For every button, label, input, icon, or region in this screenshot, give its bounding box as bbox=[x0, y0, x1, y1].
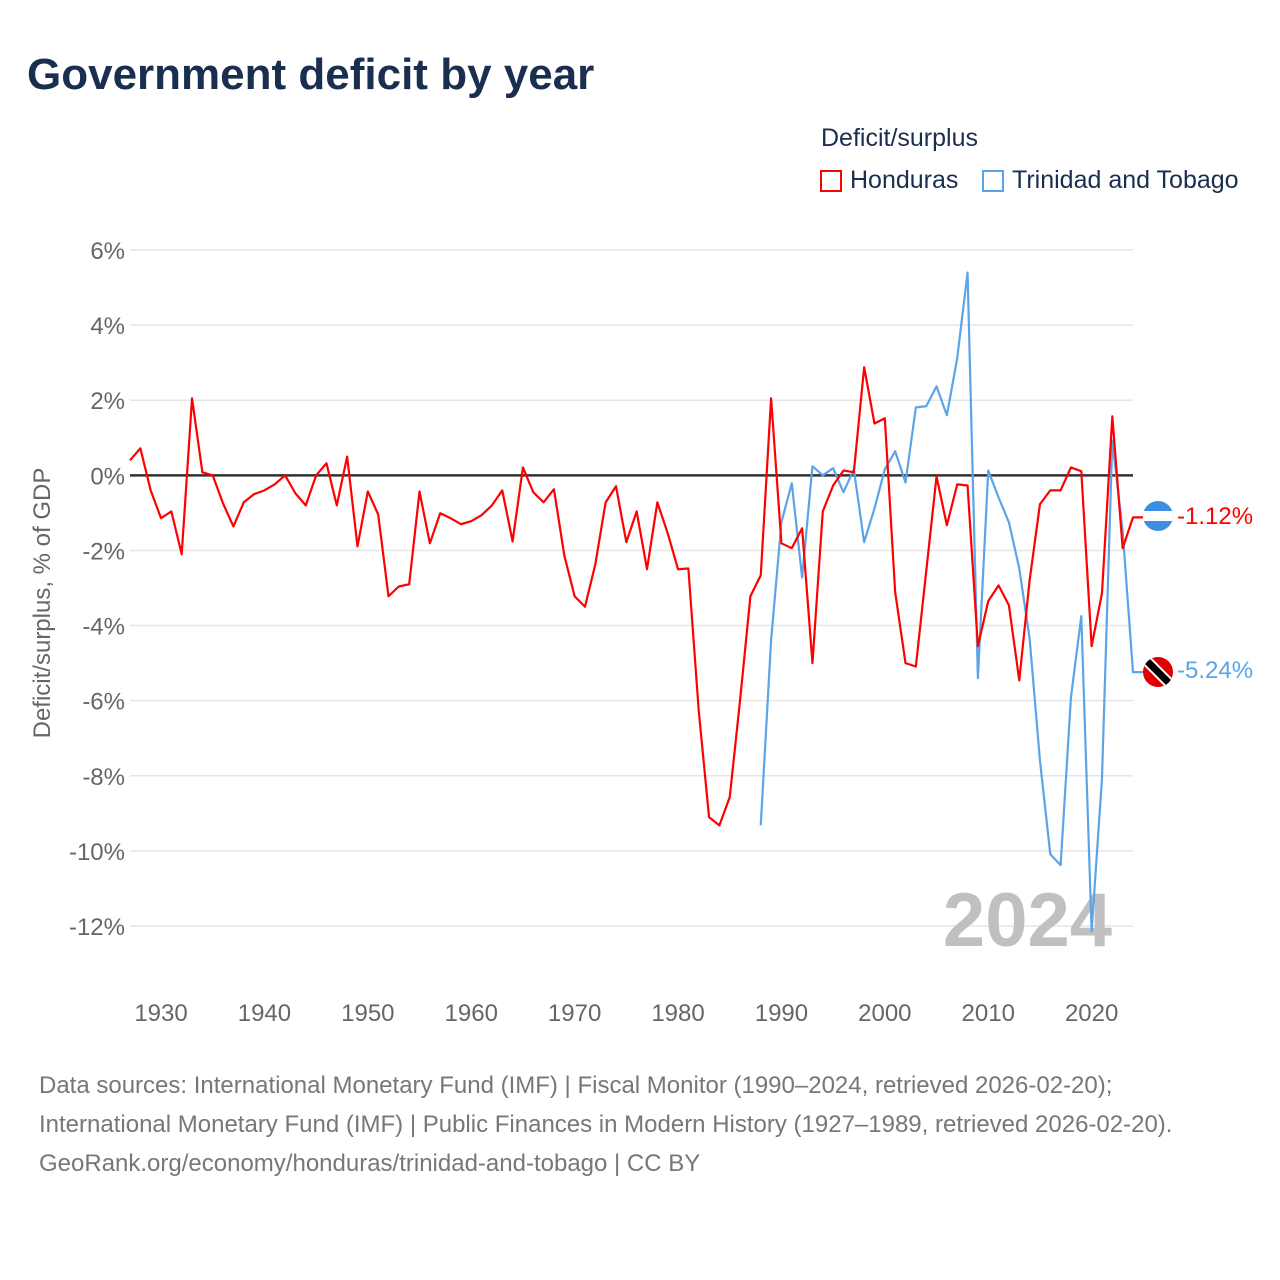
y-axis-label: Deficit/surplus, % of GDP bbox=[29, 468, 56, 739]
end-label-trinidad: -5.24% bbox=[1177, 657, 1253, 684]
x-tick-label: 2010 bbox=[962, 1000, 1015, 1027]
legend-label: Trinidad and Tobago bbox=[1012, 166, 1239, 194]
y-tick-label: -4% bbox=[82, 614, 125, 641]
y-tick-label: 4% bbox=[90, 313, 125, 340]
series-line-honduras bbox=[129, 366, 1143, 827]
x-tick-label: 2020 bbox=[1065, 1000, 1118, 1027]
x-tick-label: 1930 bbox=[134, 1000, 187, 1027]
y-tick-label: -10% bbox=[69, 839, 125, 866]
page-title: Government deficit by year bbox=[27, 50, 595, 99]
y-tick-label: -6% bbox=[82, 689, 125, 716]
x-tick-label: 1940 bbox=[238, 1000, 291, 1027]
x-tick-label: 1970 bbox=[548, 1000, 601, 1027]
legend-swatch-honduras bbox=[820, 169, 842, 192]
honduras-flag-icon bbox=[1143, 501, 1173, 531]
trinidad-flag-icon bbox=[1143, 657, 1173, 687]
series-line-trinidad-and-tobago bbox=[759, 271, 1143, 933]
y-tick-label: 0% bbox=[90, 463, 125, 490]
x-tick-label: 1960 bbox=[445, 1000, 498, 1027]
data-sources: Data sources: International Monetary Fun… bbox=[39, 1072, 1173, 1138]
y-tick-label: -2% bbox=[82, 538, 125, 565]
y-tick-label: -12% bbox=[69, 914, 125, 941]
legend-swatch-trinidad bbox=[982, 169, 1004, 192]
y-tick-label: 2% bbox=[90, 388, 125, 415]
y-tick-label: 6% bbox=[90, 238, 125, 265]
year-watermark: 2024 bbox=[943, 878, 1112, 963]
line-chart: 6% 4% 2% 0% -2% -4% -6% -8% -10% -12% 1930 1940 1950… bbox=[29, 238, 1253, 1027]
end-label-honduras: -1.12% bbox=[1177, 503, 1253, 530]
x-tick-label: 1980 bbox=[651, 1000, 704, 1027]
y-tick-label: -8% bbox=[82, 764, 125, 791]
footer: Data sources: International Monetary Fun… bbox=[39, 1066, 1239, 1183]
legend-title: Deficit/surplus bbox=[821, 124, 978, 152]
credit-link[interactable]: GeoRank.org/economy/honduras/trinidad-an… bbox=[39, 1150, 701, 1177]
legend-item-honduras[interactable]: Honduras bbox=[820, 166, 958, 195]
legend-item-trinidad[interactable]: Trinidad and Tobago bbox=[982, 166, 1239, 195]
x-tick-label: 1990 bbox=[755, 1000, 808, 1027]
x-tick-label: 2000 bbox=[858, 1000, 911, 1027]
x-tick-label: 1950 bbox=[341, 1000, 394, 1027]
legend-label: Honduras bbox=[850, 166, 959, 194]
